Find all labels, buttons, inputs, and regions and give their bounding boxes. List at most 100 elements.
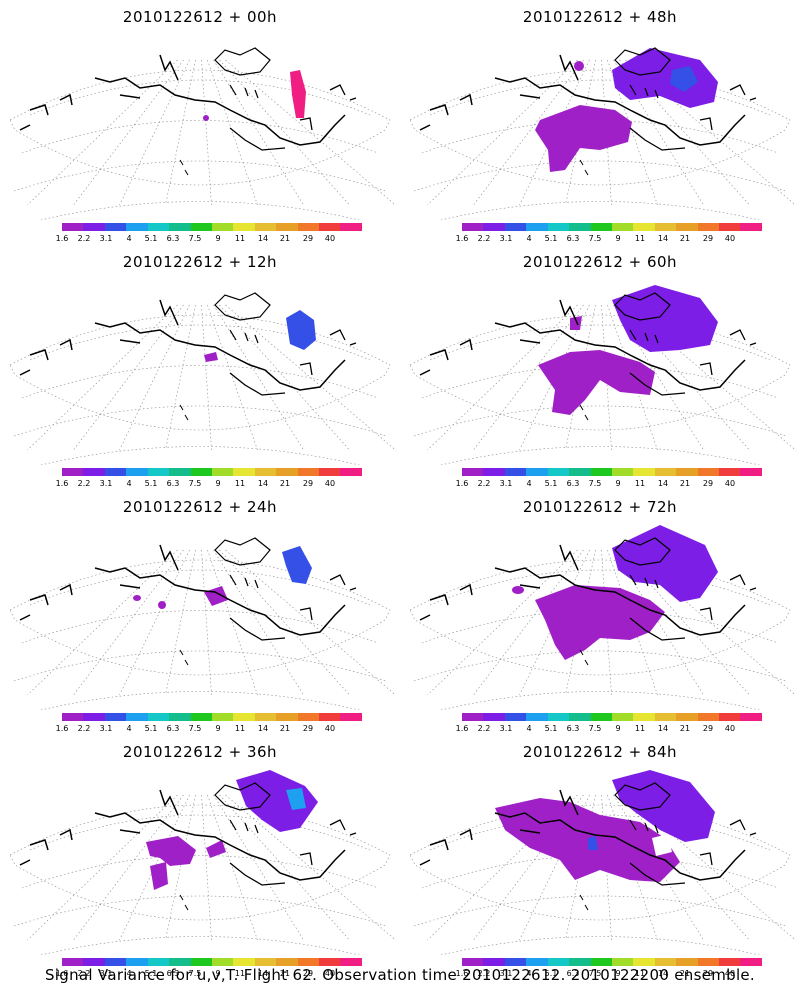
- colorbar-tick-label: 14: [657, 969, 669, 978]
- colorbar-swatch: [719, 958, 741, 966]
- panel-title: 2010122612 + 84h: [522, 743, 678, 761]
- colorbar-ticks: 1.6 2.2 3.1 4 5.1 6.3 7.5 9 11 14 21 29 40: [450, 479, 780, 489]
- colorbar-swatch: [297, 223, 320, 231]
- colorbar-tick-label: 3.1: [499, 724, 513, 733]
- variance-region: [535, 585, 665, 660]
- colorbar-tick-label: 5.1: [544, 724, 558, 733]
- panel-title: 2010122612 + 60h: [522, 253, 678, 271]
- colorbar-tick-label: 4: [526, 479, 532, 488]
- colorbar-tick-label: 9: [215, 479, 221, 488]
- colorbar-tick-label: 4: [526, 969, 532, 978]
- colorbar-swatch: [254, 468, 277, 476]
- panel-title: 2010122612 + 24h: [122, 498, 278, 516]
- colorbar-swatch: [611, 223, 634, 231]
- colorbar-ticks: 1.6 2.2 3.1 4 5.1 6.3 7.5 9 11 14 21 29 40: [450, 724, 780, 734]
- colorbar-tick-label: 3.1: [99, 724, 113, 733]
- polar-map: [9, 47, 396, 220]
- colorbar-tick-label: 3.1: [99, 969, 113, 978]
- colorbar-tick-label: 7.5: [188, 969, 202, 978]
- colorbar-swatch: [126, 223, 148, 231]
- colorbar-swatch: [697, 958, 720, 966]
- colorbar-swatch: [233, 958, 255, 966]
- colorbar-swatch: [62, 958, 84, 966]
- variance-region: [282, 546, 312, 584]
- colorbar-tick-label: 21: [679, 969, 691, 978]
- colorbar-swatch: [104, 713, 127, 721]
- colorbar-tick-label: 14: [657, 479, 669, 488]
- colorbar-tick-label: 9: [615, 479, 621, 488]
- colorbar-swatch: [233, 713, 255, 721]
- variance-region: [133, 595, 141, 601]
- colorbar-swatch: [633, 958, 655, 966]
- colorbar-swatch: [83, 713, 105, 721]
- colorbar-tick-label: 7.5: [588, 969, 602, 978]
- polar-map: [409, 770, 796, 955]
- colorbar-tick-label: 11: [234, 724, 246, 733]
- colorbar-tick-label: 7.5: [188, 234, 202, 243]
- colorbar-tick-label: 4: [526, 234, 532, 243]
- variance-region: [535, 105, 632, 172]
- colorbar-tick-label: 4: [126, 724, 132, 733]
- colorbar-swatch: [147, 958, 170, 966]
- colorbar-swatch: [254, 958, 277, 966]
- panel-title: 2010122612 + 36h: [122, 743, 278, 761]
- colorbar-swatch: [547, 958, 570, 966]
- colorbar-swatch: [483, 223, 505, 231]
- colorbar-swatch: [276, 713, 298, 721]
- colorbar-swatch: [340, 713, 362, 721]
- colorbar-tick-label: 11: [634, 479, 646, 488]
- variance-region: [588, 836, 598, 850]
- colorbar-tick-label: 40: [324, 724, 336, 733]
- colorbar-tick-label: 21: [679, 479, 691, 488]
- colorbar-tick-label: 1.6: [55, 724, 69, 733]
- colorbar-swatch: [462, 223, 484, 231]
- colorbar-swatch: [676, 223, 698, 231]
- colorbar-swatch: [719, 468, 741, 476]
- colorbar-tick-label: 11: [234, 969, 246, 978]
- colorbar-tick-label: 29: [302, 234, 314, 243]
- colorbar-swatch: [526, 713, 548, 721]
- colorbar-tick-label: 1.6: [455, 234, 469, 243]
- variance-region: [286, 310, 316, 350]
- colorbar-tick-label: 29: [302, 969, 314, 978]
- colorbar: [462, 958, 762, 966]
- colorbar-tick-label: 29: [702, 479, 714, 488]
- colorbar-tick-label: 2.2: [77, 969, 91, 978]
- colorbar-swatch: [719, 223, 741, 231]
- colorbar-ticks: 1.6 2.2 3.1 4 5.1 6.3 7.5 9 11 14 21 29 40: [450, 234, 780, 244]
- colorbar-tick-label: 5.1: [144, 969, 158, 978]
- colorbar-ticks: 1.6 2.2 3.1 4 5.1 6.3 7.5 9 11 14 21 29 40: [450, 969, 780, 979]
- colorbar-tick-label: 4: [126, 969, 132, 978]
- polar-map: [9, 770, 396, 955]
- colorbar-swatch: [590, 223, 612, 231]
- colorbar-tick-label: 5.1: [544, 479, 558, 488]
- colorbar-swatch: [297, 468, 320, 476]
- map-panel: 2010122612 + 00h 1.6 2.2 3.1 4 5.1 6.3 7.5 9 11 1…: [0, 0, 400, 245]
- colorbar-swatch: [676, 713, 698, 721]
- colorbar-tick-label: 9: [615, 724, 621, 733]
- colorbar-tick-label: 29: [302, 724, 314, 733]
- colorbar-tick-label: 14: [657, 724, 669, 733]
- colorbar-swatch: [340, 223, 362, 231]
- map-panel: 2010122612 + 24h 1.6 2.2 3.1 4 5.1 6.3 7.5 9 11 1…: [0, 490, 400, 735]
- colorbar-tick-label: 11: [634, 724, 646, 733]
- colorbar-swatch: [569, 223, 591, 231]
- variance-region: [236, 770, 318, 832]
- colorbar-tick-label: 40: [724, 724, 736, 733]
- variance-region: [286, 788, 306, 810]
- colorbar-tick-label: 6.3: [566, 724, 580, 733]
- colorbar-swatch: [569, 713, 591, 721]
- colorbar-swatch: [611, 958, 634, 966]
- colorbar-tick-label: 29: [702, 234, 714, 243]
- colorbar-tick-label: 11: [634, 234, 646, 243]
- colorbar-swatch: [169, 223, 191, 231]
- variance-region: [206, 840, 226, 858]
- colorbar: [62, 713, 362, 721]
- colorbar-tick-label: 40: [324, 479, 336, 488]
- colorbar-swatch: [62, 223, 84, 231]
- colorbar-swatch: [569, 958, 591, 966]
- colorbar-tick-label: 21: [679, 724, 691, 733]
- colorbar-swatch: [297, 958, 320, 966]
- colorbar-swatch: [169, 958, 191, 966]
- colorbar-swatch: [147, 713, 170, 721]
